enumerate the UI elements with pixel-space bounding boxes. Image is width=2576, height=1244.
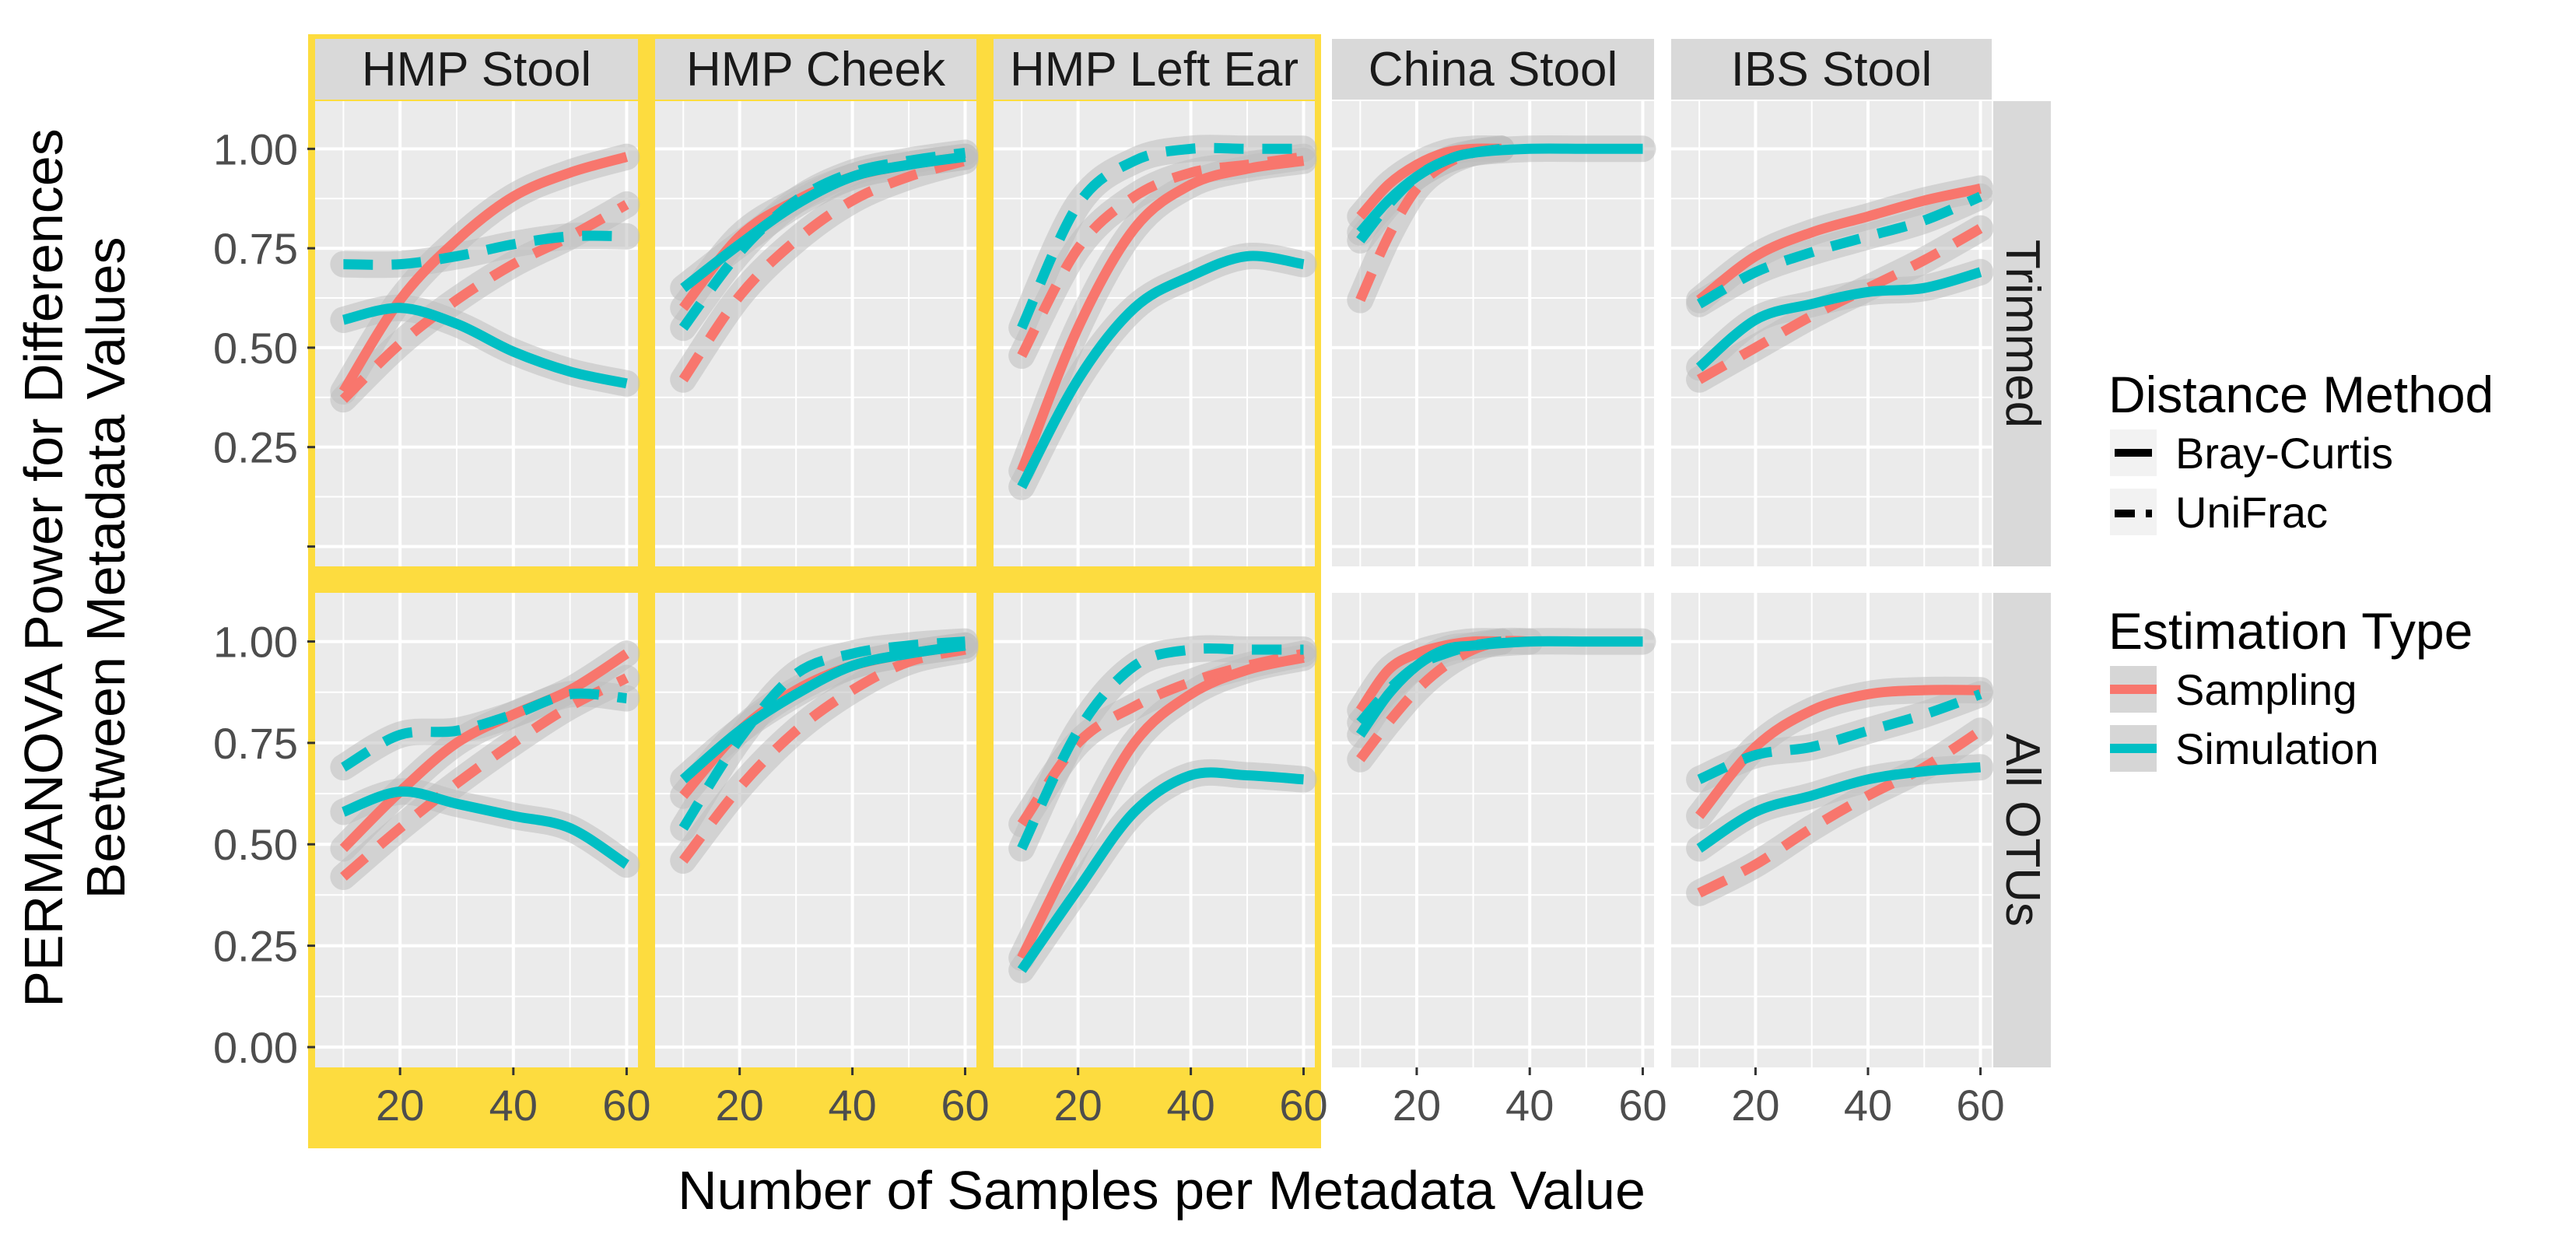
series-line-sampling-bray-curtis: [338, 152, 629, 394]
strip-label-hmp-left-ear: HMP Left Ear: [1010, 43, 1299, 96]
y-tick-label: 0.00: [213, 1023, 298, 1072]
series-line-sampling-unifrac: [340, 673, 629, 881]
x-tick-label: 40: [828, 1081, 876, 1130]
series-line-sampling-unifrac: [679, 644, 966, 864]
strip-bg: [1671, 39, 1992, 100]
legend-label-bray-curtis: Bray-Curtis: [2175, 429, 2393, 478]
row-strip-bg: [1993, 593, 2051, 1067]
series-line-simulation-unifrac: [341, 688, 628, 772]
series-line-sampling-bray-curtis: [1017, 653, 1305, 961]
panel-china-stool-trimmed: [1332, 101, 1656, 566]
x-tick-label: 20: [716, 1081, 764, 1130]
y-axis-title-line-2: Beetween Metadata Values: [75, 237, 136, 899]
y-tick-label: 1.00: [213, 618, 298, 667]
strip-bg: [994, 39, 1315, 100]
x-tick-label: 60: [602, 1081, 650, 1130]
row-strip-trimmed: Trimmed: [1993, 101, 2051, 566]
panel-hmp-left-ear-all-otus: [994, 593, 1317, 1067]
strip-bg: [1332, 39, 1654, 100]
series-line-sampling-unifrac: [678, 156, 967, 383]
x-tick-label: 40: [1505, 1081, 1554, 1130]
panel-hmp-stool-all-otus: [315, 593, 640, 1067]
series-line-sampling-bray-curtis: [1696, 184, 1982, 304]
series-line-simulation-bray-curtis: [342, 786, 630, 869]
x-tick-label: 60: [941, 1081, 989, 1130]
series-line-simulation-unifrac: [343, 230, 627, 270]
legend-label-sampling: Sampling: [2175, 665, 2357, 714]
series-line-sampling-unifrac: [339, 200, 629, 403]
series-line-simulation-bray-curtis: [1695, 267, 1982, 372]
panel-ibs-stool-trimmed: [1671, 101, 1994, 566]
series-line-simulation-unifrac: [1356, 143, 1502, 244]
panel-hmp-stool-trimmed: [315, 101, 640, 566]
panel-hmp-cheek-all-otus: [655, 593, 979, 1067]
strip-ibs-stool: IBS Stool: [1671, 39, 1992, 100]
legend-label-simulation: Simulation: [2175, 724, 2378, 773]
legend-label-unifrac: UniFrac: [2175, 488, 2328, 537]
x-tick-label: 60: [1956, 1081, 2004, 1130]
ticks-layer: 20 40 60 20 40 60 20 40 60 20 40 60 20 40 60 0.25 0.50 0.…: [213, 124, 2005, 1130]
panel-ibs-stool-all-otus: [1671, 593, 1994, 1067]
x-tick-label: 60: [1618, 1081, 1667, 1130]
y-tick-label: 1.00: [213, 124, 298, 173]
row-strip-bg: [1993, 101, 2051, 566]
series-line-simulation-bray-curtis: [1017, 767, 1304, 973]
x-tick-label: 20: [1393, 1081, 1441, 1130]
y-tick-label: 0.25: [213, 423, 298, 472]
series-line-simulation-bray-curtis: [342, 303, 628, 389]
y-tick-label: 0.75: [213, 719, 298, 768]
strips-layer: HMP Stool HMP Cheek HMP Left Ear China Stoo…: [315, 39, 2051, 1067]
x-axis-title: Number of Samples per Metadata Value: [678, 1160, 1645, 1221]
series-line-sampling-bray-curtis: [339, 649, 629, 853]
series-line-sampling-unifrac: [1017, 648, 1305, 827]
strip-label-china-stool: China Stool: [1369, 43, 1618, 96]
x-tick-label: 60: [1279, 1081, 1327, 1130]
legend-title-estimation-type: Estimation Type: [2108, 602, 2473, 660]
strip-china-stool: China Stool: [1332, 39, 1654, 100]
panel-china-stool-all-otus: [1332, 593, 1656, 1067]
series-line-simulation-unifrac: [1697, 689, 1982, 784]
y-tick-label: 0.50: [213, 324, 298, 373]
series-line-simulation-bray-curtis: [679, 640, 966, 783]
strip-bg: [315, 39, 638, 100]
x-tick-label: 20: [1054, 1081, 1102, 1130]
series-line-simulation-bray-curtis: [1355, 636, 1643, 738]
series-line-simulation-unifrac: [678, 147, 966, 331]
panels-layer: [315, 101, 1994, 1067]
x-tick-label: 40: [489, 1081, 538, 1130]
series-line-sampling-unifrac: [1017, 152, 1305, 359]
x-tick-label: 40: [1166, 1081, 1214, 1130]
strip-bg: [655, 39, 976, 100]
strip-hmp-left-ear: HMP Left Ear: [994, 39, 1315, 100]
y-tick-label: 0.75: [213, 224, 298, 273]
strip-hmp-stool: HMP Stool: [315, 39, 638, 100]
series-line-simulation-bray-curtis: [1696, 762, 1981, 853]
strip-label-ibs-stool: IBS Stool: [1731, 43, 1932, 96]
y-tick-label: 0.50: [213, 820, 298, 869]
x-tick-label: 40: [1844, 1081, 1892, 1130]
y-tick-label: 0.25: [213, 922, 298, 971]
row-strip-all-otus: All OTUs: [1993, 593, 2051, 1067]
strip-label-hmp-stool: HMP Stool: [362, 43, 591, 96]
series-line-sampling-unifrac: [1696, 223, 1983, 384]
y-axis-title-line-1: PERMANOVA Power for Differences: [13, 128, 74, 1007]
x-tick-label: 20: [376, 1081, 424, 1130]
row-strip-label-trimmed: Trimmed: [1996, 240, 2049, 428]
x-tick-label: 20: [1731, 1081, 1779, 1130]
series-line-simulation-unifrac: [1696, 191, 1983, 309]
series-line-simulation-unifrac: [1017, 142, 1304, 331]
panel-hmp-left-ear-trimmed: [994, 101, 1317, 566]
series-line-sampling-bray-curtis: [1695, 685, 1981, 819]
strip-hmp-cheek: HMP Cheek: [655, 39, 976, 100]
legend: Distance Method Bray-Curtis UniFrac Esti…: [2108, 366, 2494, 773]
row-strip-label-all-otus: All OTUs: [1996, 734, 2049, 927]
panel-hmp-cheek-trimmed: [655, 101, 979, 566]
series-line-simulation-bray-curtis: [1017, 251, 1305, 489]
strip-label-hmp-cheek: HMP Cheek: [686, 43, 946, 96]
legend-title-distance-method: Distance Method: [2108, 366, 2494, 423]
series-line-simulation-unifrac: [678, 636, 966, 831]
series-line-sampling-unifrac: [1697, 726, 1984, 898]
